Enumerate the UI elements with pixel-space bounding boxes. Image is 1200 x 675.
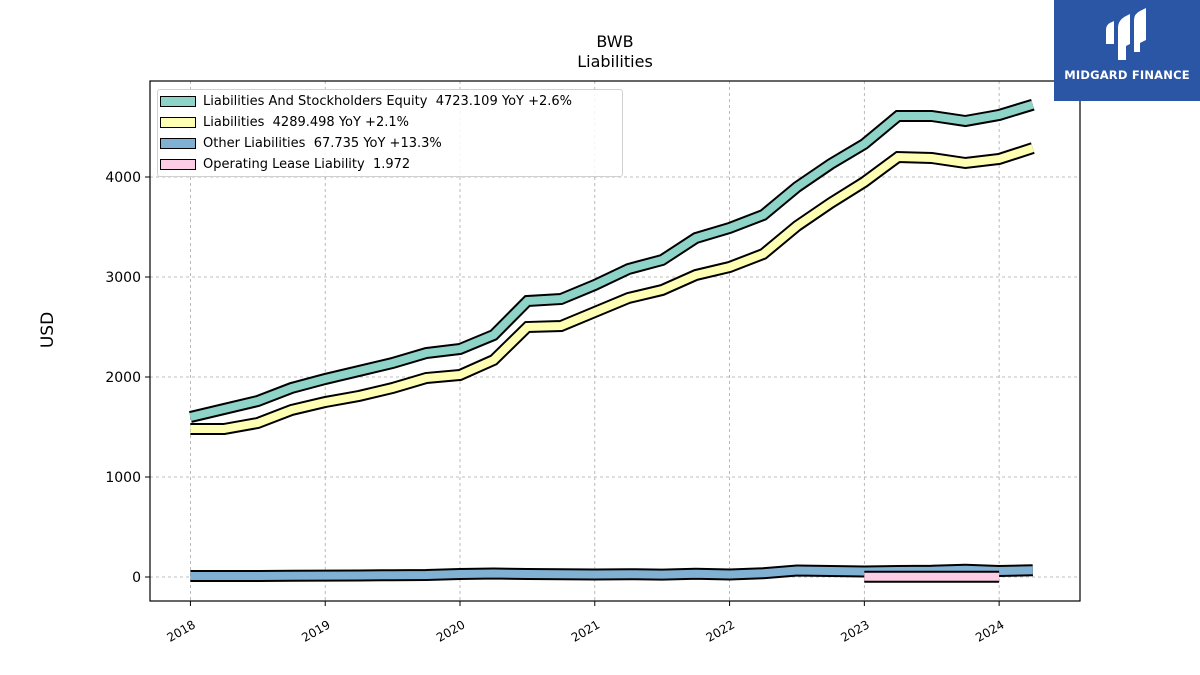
- x-tick-label: 2024: [973, 617, 1006, 644]
- series-line: [189, 100, 1034, 421]
- legend-label-other: Other Liabilities 67.735 YoY +13.3%: [203, 135, 442, 151]
- legend: Liabilities And Stockholders Equity 4723…: [157, 89, 623, 177]
- brand-logo: MIDGARD FINANCE: [1054, 0, 1200, 101]
- legend-swatch-equity: [160, 95, 196, 107]
- y-tick-label: 1000: [105, 470, 141, 486]
- brand-name: MIDGARD FINANCE: [1064, 68, 1190, 82]
- x-tick-label: 2021: [569, 617, 602, 644]
- series-liabilities-and-stockholders-equity: [189, 98, 1035, 423]
- y-tick-label: 0: [132, 570, 141, 586]
- y-axis-label: USD: [38, 311, 58, 349]
- chart-title: BWB: [596, 32, 634, 51]
- y-tick-label: 3000: [105, 270, 141, 286]
- legend-item-lease: Operating Lease Liability 1.972: [160, 155, 410, 173]
- legend-item-liabilities: Liabilities 4289.498 YoY +2.1%: [160, 113, 409, 131]
- series-liabilities: [190, 142, 1035, 435]
- y-tick-label: 4000: [105, 170, 141, 186]
- legend-label-lease: Operating Lease Liability 1.972: [203, 156, 411, 172]
- chart-subtitle: Liabilities: [577, 52, 653, 71]
- x-tick-label: 2020: [434, 617, 467, 644]
- plot-frame: [149, 80, 1081, 602]
- series-line: [190, 144, 1035, 433]
- x-tick-label: 2023: [838, 617, 871, 644]
- x-axis: 2018 2019 2020 2021 2022 2023 2024: [164, 601, 1007, 645]
- legend-swatch-lease: [160, 158, 196, 170]
- legend-swatch-liabilities: [160, 116, 196, 128]
- legend-label-liabilities: Liabilities 4289.498 YoY +2.1%: [203, 114, 409, 130]
- legend-swatch-other: [160, 137, 196, 149]
- x-tick-label: 2022: [704, 617, 737, 644]
- series-bands: [189, 98, 1035, 583]
- legend-label-equity: Liabilities And Stockholders Equity 4723…: [203, 93, 573, 109]
- legend-item-other: Other Liabilities 67.735 YoY +13.3%: [160, 134, 442, 152]
- y-tick-label: 2000: [105, 370, 141, 386]
- x-tick-label: 2018: [164, 617, 197, 644]
- x-tick-label: 2019: [299, 617, 332, 644]
- midgard-m-logo-icon: [1106, 8, 1146, 60]
- y-axis: 0 1000 2000 3000 4000: [105, 170, 150, 586]
- legend-item-equity: Liabilities And Stockholders Equity 4723…: [160, 92, 572, 110]
